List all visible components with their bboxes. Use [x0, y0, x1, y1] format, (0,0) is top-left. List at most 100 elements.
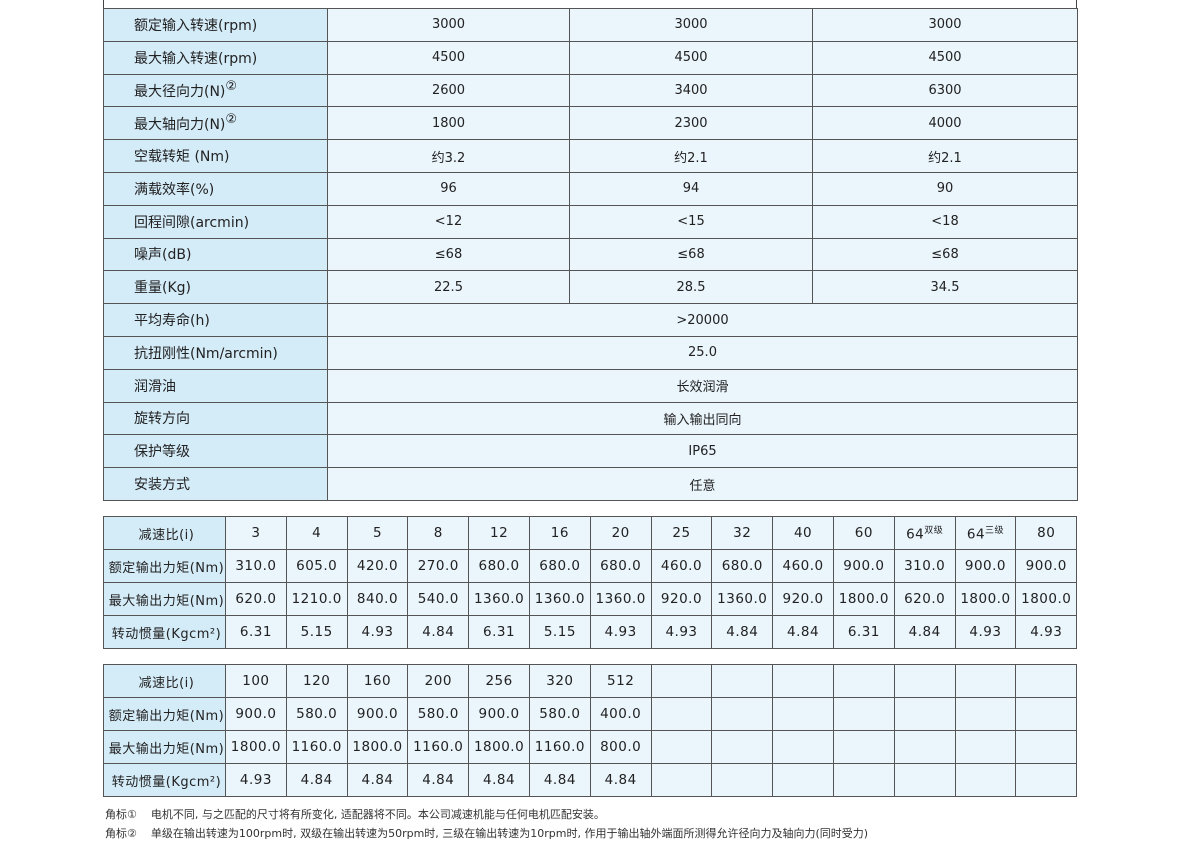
- table-cell: 310.0: [893, 549, 956, 583]
- cell-value: 1800.0: [352, 739, 403, 755]
- cell-value: 400.0: [600, 706, 642, 722]
- cell-value: 840.0: [356, 591, 399, 607]
- spec-value: 6300: [812, 73, 1078, 108]
- table-cell: 4.84: [468, 763, 530, 797]
- rated-torque-row: 额定输出力矩(Nm) 900.0 580.0 900.0 580.0 900.0 580.0…: [103, 697, 1078, 731]
- table-cell: 1360.0: [711, 582, 774, 616]
- cell-value: 310.0: [904, 558, 946, 574]
- cell-value: 920.0: [782, 591, 824, 607]
- spec-value: 2300: [569, 106, 813, 141]
- table-cell: 40: [772, 516, 834, 550]
- cell-value: 900.0: [843, 558, 885, 574]
- cell-value: 1160.0: [291, 739, 342, 755]
- table-cell: 620.0: [225, 582, 287, 616]
- table-cell: 400.0: [589, 697, 652, 731]
- cell-value: 920.0: [660, 591, 703, 607]
- table-cell: 64三级: [954, 516, 1017, 550]
- cell-value: 1160.0: [413, 739, 464, 755]
- table-cell: 680.0: [468, 549, 530, 583]
- cell-value: 680.0: [721, 558, 763, 574]
- cell-value: 1800.0: [230, 739, 282, 755]
- cell-value: 1360.0: [595, 591, 646, 607]
- table-cell: 680.0: [711, 549, 774, 583]
- cell-value: 3: [251, 525, 261, 541]
- spec-label: 最大输入转速(rpm): [103, 40, 328, 75]
- footnote-marker: ②: [225, 79, 238, 95]
- table-cell: [832, 697, 895, 731]
- spec-value: 长效润滑: [327, 368, 1078, 403]
- ratio-table-1: 减速比(i) 3 4 5 8 12 16 20 25 32 40 60 64双级 64三级 80 额定输出力矩…: [103, 516, 1078, 649]
- spec-value: 3000: [569, 8, 813, 42]
- spec-label: 润滑油: [103, 368, 328, 403]
- cell-value: 64: [966, 526, 986, 543]
- table-cell: 3: [225, 516, 287, 550]
- table-cell: 512: [589, 664, 652, 698]
- table-cell: 1160.0: [285, 730, 348, 764]
- spec-label-text: 平均寿命(h): [134, 313, 210, 330]
- table-cell: 4.84: [589, 763, 652, 797]
- spec-value: 3000: [812, 8, 1078, 42]
- table-cell: 64双级: [893, 516, 956, 550]
- spec-value: 96: [327, 171, 570, 206]
- table-cell: [954, 664, 1017, 698]
- rated-torque-row: 额定输出力矩(Nm) 310.0 605.0 420.0 270.0 680.0 680.0…: [103, 549, 1078, 583]
- max-torque-row: 最大输出力矩(Nm) 620.0 1210.0 840.0 540.0 1360.0 136…: [103, 582, 1078, 616]
- table-cell: 160: [346, 664, 409, 698]
- cell-value: 25: [672, 525, 691, 541]
- cell-value: 540.0: [417, 591, 459, 607]
- footnote-marker: ②: [225, 112, 238, 128]
- cell-value: 270.0: [417, 558, 459, 574]
- table-cell: 680.0: [528, 549, 591, 583]
- table-cell: 6.31: [225, 615, 287, 649]
- cell-value: 1800.0: [1021, 591, 1072, 607]
- cell-value: 4.84: [483, 772, 516, 788]
- table-cell: 1360.0: [589, 582, 652, 616]
- table-cell: 920.0: [650, 582, 713, 616]
- table-cell: 680.0: [589, 549, 652, 583]
- spec-value: 任意: [327, 467, 1078, 501]
- cell-value: 4.93: [1030, 624, 1063, 640]
- table-cell: 900.0: [468, 697, 530, 731]
- table-cell: 900.0: [346, 697, 409, 731]
- spec-label: 平均寿命(h): [103, 303, 328, 337]
- spec-value: 3400: [569, 73, 813, 108]
- table-cell: 420.0: [346, 549, 409, 583]
- table-cell: [711, 763, 774, 797]
- table-cell: 5.15: [285, 615, 348, 649]
- row-label: 转动惯量(Kgcm²): [103, 615, 226, 649]
- row-label: 最大输出力矩(Nm): [103, 582, 226, 616]
- table-cell: 270.0: [407, 549, 470, 583]
- cell-value: 5.15: [300, 624, 333, 640]
- footnote-2: 角标② 单级在输出转速为100rpm时, 双级在输出转速为50rpm时, 三级在输…: [105, 827, 869, 840]
- cell-value: 580.0: [296, 706, 338, 722]
- table-cell: [954, 763, 1017, 797]
- cell-value: 6.31: [483, 624, 516, 640]
- table-cell: [1015, 730, 1078, 764]
- cell-value: 4.93: [604, 624, 637, 640]
- table-cell: 310.0: [225, 549, 287, 583]
- cell-value: 6.31: [847, 624, 880, 640]
- spec-row: 噪声(dB) ≤68 ≤68 ≤68: [103, 237, 1078, 272]
- cell-value: 1800.0: [838, 591, 889, 607]
- table-cell: 1800.0: [468, 730, 530, 764]
- spec-value: 3000: [327, 8, 570, 42]
- table-cell: 1360.0: [468, 582, 530, 616]
- spec-value: 28.5: [569, 270, 813, 305]
- ratio-row: 减速比(i) 3 4 5 8 12 16 20 25 32 40 60 64双级 64三级 80: [103, 516, 1078, 550]
- table-cell: 4.84: [772, 615, 834, 649]
- spec-value: IP65: [327, 434, 1078, 469]
- table-cell: 6.31: [832, 615, 895, 649]
- table-cell: [772, 697, 834, 731]
- spec-row: 回程间隙(arcmin) <12 <15 <18: [103, 204, 1078, 239]
- row-label: 最大输出力矩(Nm): [103, 730, 226, 764]
- table-cell: 16: [528, 516, 591, 550]
- table-cell: [650, 730, 713, 764]
- spec-value: 1800: [327, 106, 570, 141]
- row-label: 减速比(i): [103, 516, 226, 550]
- cell-value: 5: [372, 525, 383, 541]
- cell-value: 4.93: [361, 624, 394, 640]
- spec-label: 安装方式: [103, 467, 328, 501]
- cell-value: 40: [793, 525, 813, 541]
- spec-row: 空载转矩 (Nm) 约3.2 约2.1 约2.1: [103, 139, 1078, 173]
- table-cell: 120: [285, 664, 348, 698]
